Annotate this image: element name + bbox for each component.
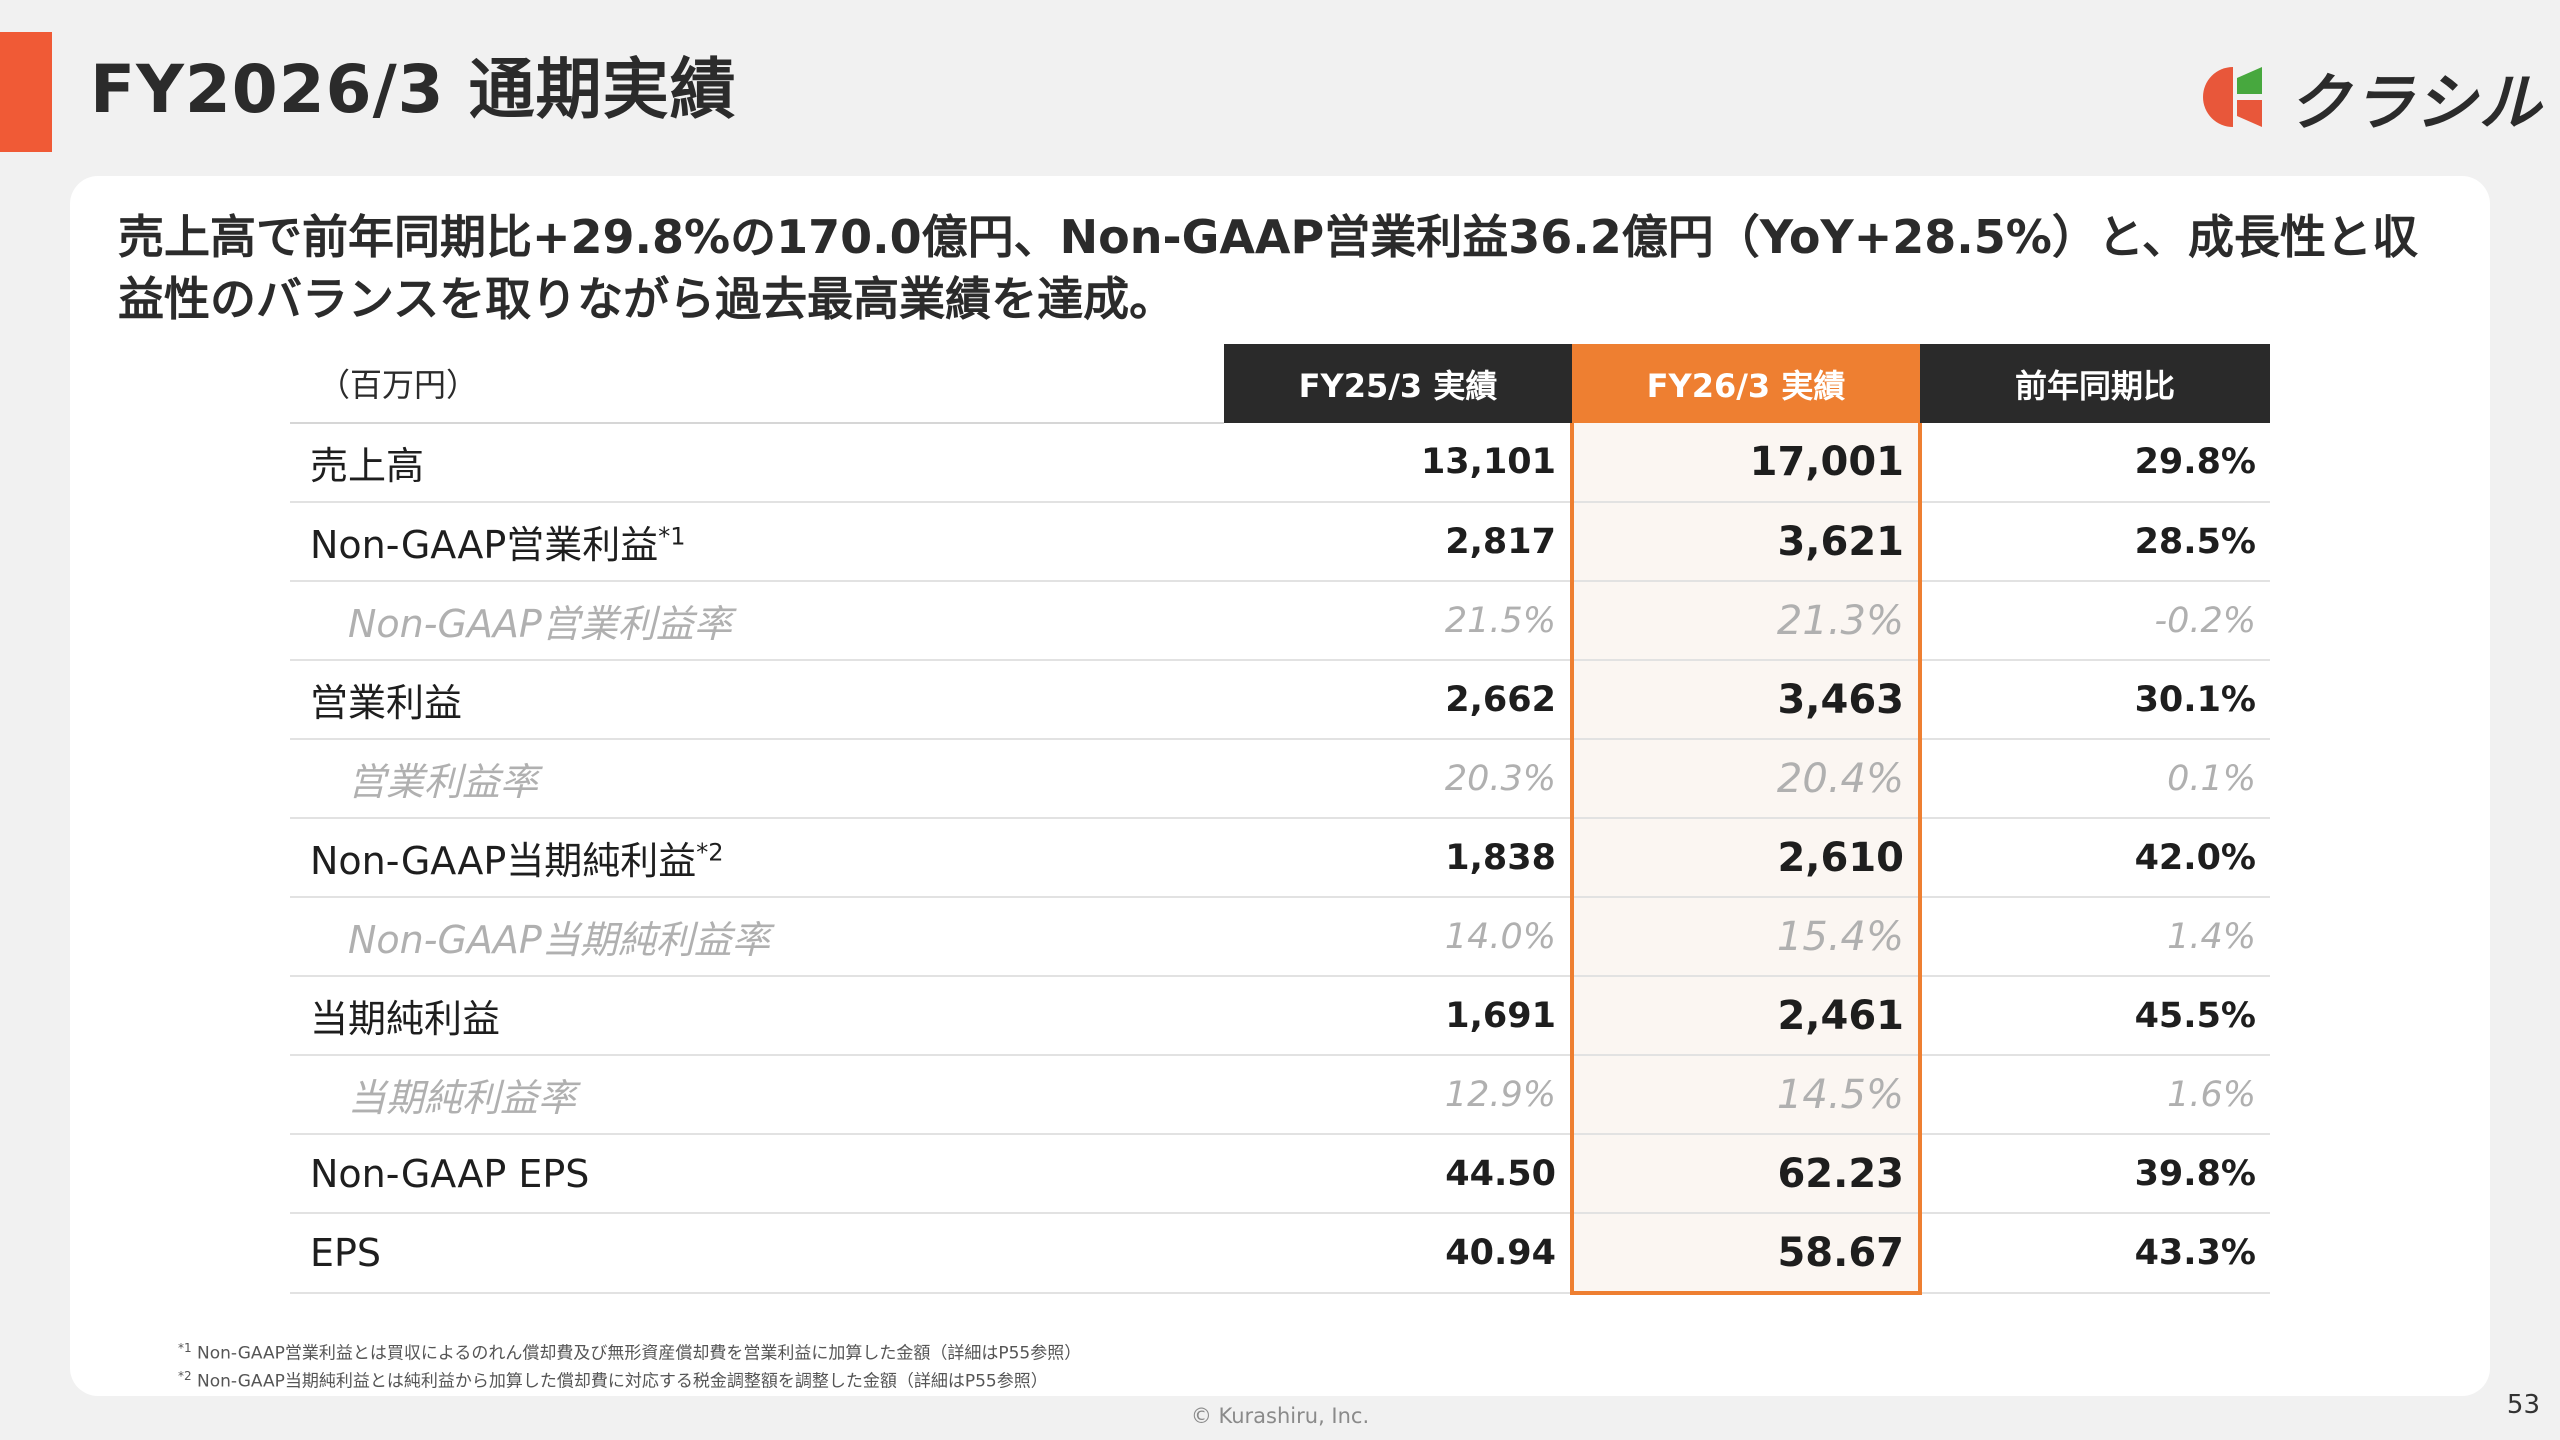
footnote-1: *1 Non-GAAP営業利益とは買収によるのれん償却費及び無形資産償却費を営業…	[178, 1341, 1082, 1364]
page-title: FY2026/3 通期実績	[90, 51, 737, 128]
fy25-value: 1,838	[1224, 818, 1572, 898]
table-header-row: （百万円） FY25/3 実績 FY26/3 実績 前年同期比	[290, 344, 2270, 424]
table-row: 当期純利益 1,691 2,461 45.5%	[290, 976, 2270, 1056]
table-row: Non-GAAP営業利益率 21.5% 21.3% -0.2%	[290, 581, 2270, 661]
unit-label: （百万円）	[290, 344, 1224, 424]
fy26-value: 3,621	[1570, 502, 1922, 582]
row-label: 営業利益率	[290, 739, 1224, 819]
fy25-value: 14.0%	[1224, 897, 1572, 977]
page-number: 53	[2506, 1390, 2540, 1420]
fy26-value: 3,463	[1570, 660, 1922, 740]
yoy-value: 29.8%	[1920, 423, 2270, 503]
column-header-yoy: 前年同期比	[1920, 344, 2270, 423]
fy25-value: 20.3%	[1224, 739, 1572, 819]
fy26-value: 15.4%	[1570, 897, 1922, 977]
fy26-value: 2,610	[1570, 818, 1922, 898]
column-header-fy25: FY25/3 実績	[1224, 344, 1572, 423]
fy25-value: 12.9%	[1224, 1055, 1572, 1135]
fy25-value: 21.5%	[1224, 581, 1572, 661]
row-label: 営業利益	[290, 660, 1224, 740]
yoy-value: 28.5%	[1920, 502, 2270, 582]
column-header-fy26: FY26/3 実績	[1572, 344, 1920, 423]
row-label: Non-GAAP営業利益*1	[290, 502, 1224, 582]
title-accent-bar	[0, 32, 52, 152]
row-label: 当期純利益	[290, 976, 1224, 1056]
table-row: Non-GAAP EPS 44.50 62.23 39.8%	[290, 1134, 2270, 1214]
brand-name: クラシル	[2288, 66, 2543, 139]
fy25-value: 2,662	[1224, 660, 1572, 740]
yoy-value: 39.8%	[1920, 1134, 2270, 1214]
fy26-value: 17,001	[1570, 423, 1922, 503]
table-row: Non-GAAP当期純利益*2 1,838 2,610 42.0%	[290, 818, 2270, 898]
yoy-value: 45.5%	[1920, 976, 2270, 1056]
fy26-value: 21.3%	[1570, 581, 1922, 661]
footnote-2: *2 Non-GAAP当期純利益とは純利益から加算した償却費に対応する税金調整額…	[178, 1368, 1048, 1392]
kurashiru-logo-icon	[2203, 67, 2262, 127]
yoy-value: 30.1%	[1920, 660, 2270, 740]
footnote-mark: *1	[658, 522, 686, 551]
row-label: Non-GAAP当期純利益率	[290, 897, 1224, 977]
brand-logo: クラシル	[2200, 52, 2543, 142]
table-row: 当期純利益率 12.9% 14.5% 1.6%	[290, 1055, 2270, 1135]
yoy-value: 0.1%	[1920, 739, 2270, 819]
fy26-value: 2,461	[1570, 976, 1922, 1056]
yoy-value: 42.0%	[1920, 818, 2270, 898]
fy26-value: 62.23	[1570, 1134, 1922, 1214]
yoy-value: -0.2%	[1920, 581, 2270, 661]
fy25-value: 40.94	[1224, 1213, 1572, 1294]
table-row: EPS 40.94 58.67 43.3%	[290, 1213, 2270, 1295]
row-label: 当期純利益率	[290, 1055, 1224, 1135]
yoy-value: 43.3%	[1920, 1213, 2270, 1294]
content-card: 売上高で前年同期比+29.8%の170.0億円、Non-GAAP営業利益36.2…	[70, 176, 2490, 1396]
row-label: EPS	[290, 1213, 1224, 1294]
fy25-value: 1,691	[1224, 976, 1572, 1056]
footnotes: *1 Non-GAAP営業利益とは買収によるのれん償却費及び無形資産償却費を営業…	[178, 1337, 1081, 1392]
financial-results-table: （百万円） FY25/3 実績 FY26/3 実績 前年同期比 売上高 13,10…	[290, 344, 2270, 1295]
row-label: 売上高	[290, 423, 1224, 503]
row-label: Non-GAAP EPS	[290, 1134, 1224, 1214]
fy26-value: 14.5%	[1570, 1055, 1922, 1135]
fy26-value: 58.67	[1570, 1213, 1922, 1295]
row-label: Non-GAAP営業利益率	[290, 581, 1224, 661]
table-row: 営業利益 2,662 3,463 30.1%	[290, 660, 2270, 740]
fy25-value: 2,817	[1224, 502, 1572, 582]
footnote-mark: *2	[696, 838, 724, 867]
yoy-value: 1.4%	[1920, 897, 2270, 977]
fy25-value: 13,101	[1224, 423, 1572, 503]
table-row: Non-GAAP営業利益*1 2,817 3,621 28.5%	[290, 502, 2270, 582]
copyright: © Kurashiru, Inc.	[1190, 1404, 1370, 1428]
table-row: 売上高 13,101 17,001 29.8%	[290, 423, 2270, 503]
yoy-value: 1.6%	[1920, 1055, 2270, 1135]
fy26-value: 20.4%	[1570, 739, 1922, 819]
summary-text: 売上高で前年同期比+29.8%の170.0億円、Non-GAAP営業利益36.2…	[118, 210, 2419, 326]
table-row: 営業利益率 20.3% 20.4% 0.1%	[290, 739, 2270, 819]
fy25-value: 44.50	[1224, 1134, 1572, 1214]
table-row: Non-GAAP当期純利益率 14.0% 15.4% 1.4%	[290, 897, 2270, 977]
row-label: Non-GAAP当期純利益*2	[290, 818, 1224, 898]
